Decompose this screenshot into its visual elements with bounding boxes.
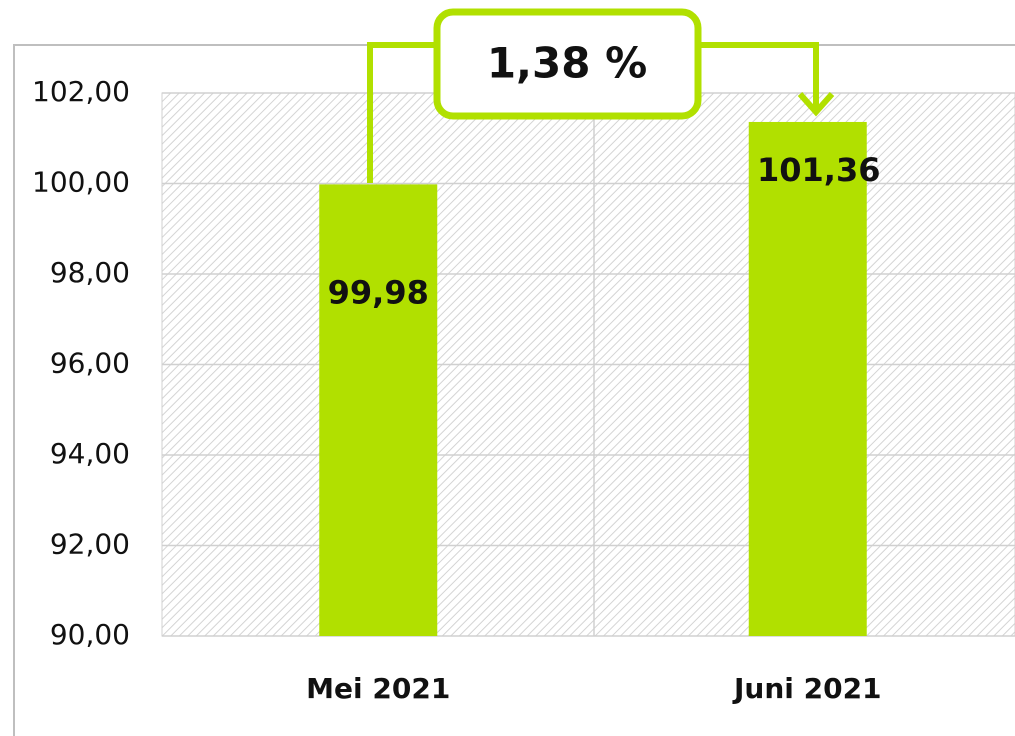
- connector-arrow: [797, 92, 835, 117]
- connector: [367, 42, 819, 183]
- y-tick-label: 92,00: [50, 528, 130, 561]
- data-label: 101,36: [757, 151, 880, 189]
- y-tick-label: 90,00: [50, 618, 130, 651]
- data-label: 99,98: [328, 273, 429, 311]
- bar: [748, 121, 867, 636]
- annotation-box: [433, 8, 702, 120]
- y-tick-label: 98,00: [50, 256, 130, 289]
- x-tick-label: Juni 2021: [732, 672, 882, 705]
- y-tick-label: 102,00: [32, 75, 130, 108]
- y-tick-label: 94,00: [50, 437, 130, 470]
- y-tick-label: 100,00: [32, 166, 130, 199]
- y-tick-label: 96,00: [50, 347, 130, 380]
- bar: [319, 184, 438, 636]
- x-tick-label: Mei 2021: [306, 672, 450, 705]
- annotation: 1,38 %: [487, 39, 647, 88]
